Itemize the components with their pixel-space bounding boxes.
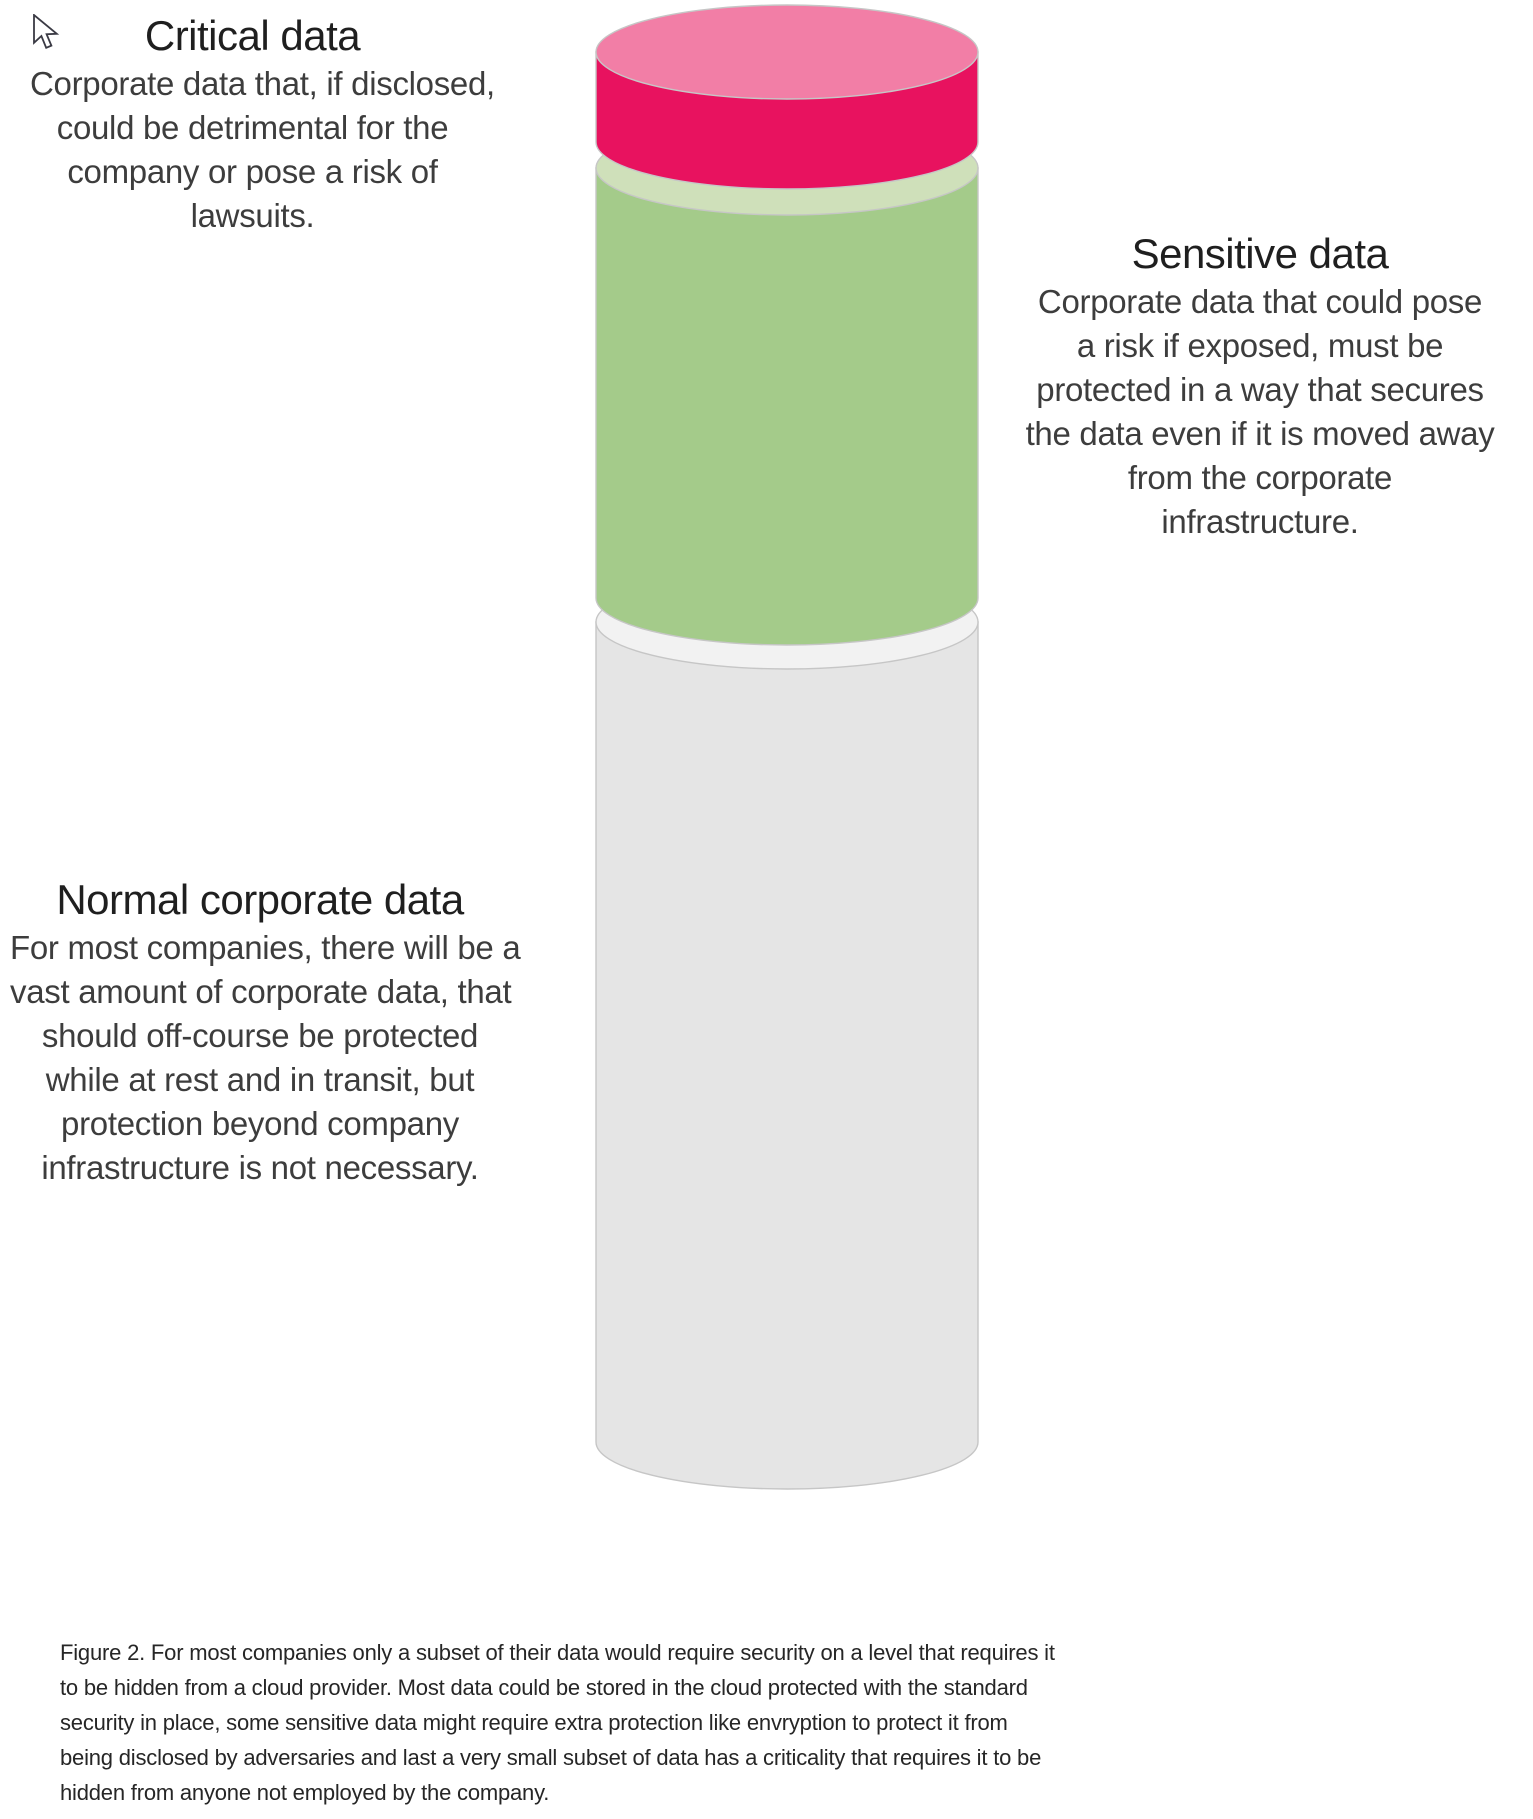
sensitive-data-block: Sensitive data Corporate data that could… bbox=[1005, 228, 1515, 544]
sensitive-data-title: Sensitive data bbox=[1131, 230, 1389, 277]
mouse-cursor-icon bbox=[33, 14, 60, 49]
normal-data-title: Normal corporate data bbox=[56, 876, 464, 923]
critical-data-description: Corporate data that, if disclosed, could… bbox=[30, 65, 495, 234]
cylinder-segment-normal-side bbox=[595, 621, 979, 1490]
normal-data-block: Normal corporate data For most companies… bbox=[10, 874, 521, 1190]
critical-data-title: Critical data bbox=[144, 12, 361, 59]
cylinder-segment-critical-top bbox=[595, 4, 979, 100]
figure-caption: Figure 2. For most companies only a subs… bbox=[60, 1640, 1055, 1805]
cylinder-segment-sensitive-side bbox=[595, 167, 979, 646]
normal-data-description: For most companies, there will be a vast… bbox=[10, 929, 521, 1186]
critical-data-block: Critical data Corporate data that, if di… bbox=[30, 10, 495, 238]
sensitive-data-description: Corporate data that could pose a risk if… bbox=[1025, 283, 1495, 540]
